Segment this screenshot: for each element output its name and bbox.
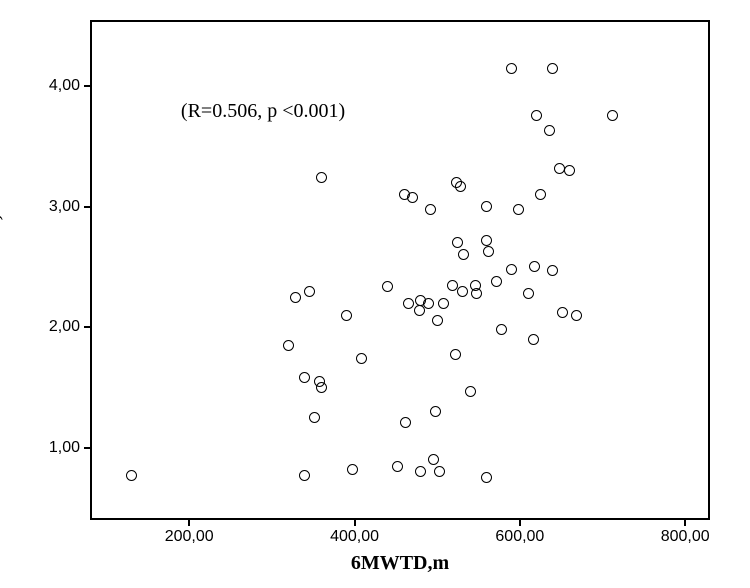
scatter-point	[523, 288, 534, 299]
x-tick	[519, 520, 521, 526]
scatter-point	[283, 340, 294, 351]
x-tick-label: 200,00	[165, 528, 214, 546]
scatter-point	[290, 292, 301, 303]
y-tick	[84, 206, 90, 208]
scatter-point	[126, 470, 137, 481]
x-tick	[684, 520, 686, 526]
scatter-figure: FEV1,L 6MWTD,m (R=0.506, p <0.001) 1,00 2…	[0, 0, 750, 588]
y-axis-label: FEV1,L	[0, 202, 5, 270]
y-tick-label: 2,00	[49, 318, 80, 336]
correlation-annotation: (R=0.506, p <0.001)	[181, 100, 345, 123]
scatter-point	[341, 310, 352, 321]
scatter-point	[432, 315, 443, 326]
scatter-point	[465, 386, 476, 397]
y-tick-label: 3,00	[49, 198, 80, 216]
x-tick	[188, 520, 190, 526]
plot-area	[90, 20, 710, 520]
scatter-point	[564, 165, 575, 176]
y-tick	[84, 85, 90, 87]
y-tick	[84, 326, 90, 328]
x-tick-label: 600,00	[495, 528, 544, 546]
x-tick-label: 800,00	[661, 528, 710, 546]
scatter-point	[571, 310, 582, 321]
y-tick-label: 4,00	[49, 77, 80, 95]
scatter-point	[382, 281, 393, 292]
scatter-point	[528, 334, 539, 345]
scatter-point	[506, 264, 517, 275]
scatter-point	[483, 246, 494, 257]
scatter-point	[531, 110, 542, 121]
scatter-point	[356, 353, 367, 364]
scatter-point	[607, 110, 618, 121]
scatter-point	[457, 286, 468, 297]
scatter-point	[506, 63, 517, 74]
scatter-point	[407, 192, 418, 203]
x-axis-label: 6MWTD,m	[351, 552, 449, 575]
scatter-point	[438, 298, 449, 309]
y-tick-label: 1,00	[49, 439, 80, 457]
scatter-point	[455, 181, 466, 192]
y-tick	[84, 447, 90, 449]
scatter-point	[414, 305, 425, 316]
scatter-point	[425, 204, 436, 215]
scatter-point	[513, 204, 524, 215]
scatter-point	[403, 298, 414, 309]
x-tick-label: 400,00	[330, 528, 379, 546]
scatter-point	[447, 280, 458, 291]
scatter-point	[423, 298, 434, 309]
scatter-point	[316, 382, 327, 393]
scatter-point	[304, 286, 315, 297]
x-tick	[354, 520, 356, 526]
scatter-point	[428, 454, 439, 465]
